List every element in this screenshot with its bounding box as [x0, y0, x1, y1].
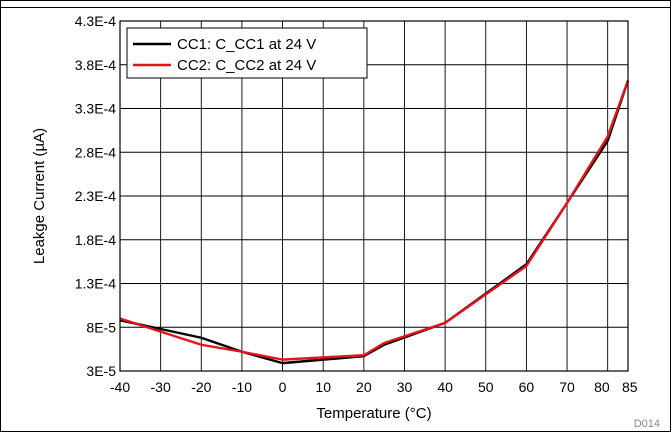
x-axis-title: Temperature (°C): [316, 405, 431, 422]
y-tick-label: 4.3E-4: [75, 13, 116, 29]
legend-label-cc1: CC1: C_CC1 at 24 V: [177, 36, 316, 53]
plot-area-border: [119, 20, 629, 372]
y-axis-title: Leakge Current (µA): [31, 128, 48, 264]
x-tick-label: -20: [191, 379, 211, 395]
y-tick-label: 3E-5: [86, 363, 116, 379]
y-tick-label: 1.3E-4: [75, 276, 116, 292]
x-tick-label: 50: [478, 379, 494, 395]
x-tick-label: -30: [151, 379, 171, 395]
y-tick-label: 3.3E-4: [75, 101, 116, 117]
series-line-2: [119, 80, 630, 361]
x-tick-label: 0: [279, 379, 287, 395]
y-tick-label: 2.8E-4: [75, 144, 116, 160]
x-tick-label: -10: [232, 379, 252, 395]
legend: CC1: C_CC1 at 24 V CC2: C_CC2 at 24 V: [126, 27, 368, 79]
series-line-1: [119, 80, 630, 365]
y-tick-label: 1.8E-4: [75, 232, 116, 248]
y-tick-label: 3.8E-4: [75, 57, 116, 73]
figure-id: D014: [634, 418, 660, 430]
x-tick-label: 60: [519, 379, 535, 395]
x-tick-label: 70: [559, 379, 575, 395]
x-tick-label: 40: [437, 379, 453, 395]
x-tick-label: 20: [356, 379, 372, 395]
series-lines: [119, 80, 630, 365]
x-tick-label: 80: [594, 379, 610, 395]
x-tick-label: -40: [110, 379, 130, 395]
y-tick-label: 8E-5: [86, 319, 116, 335]
legend-label-cc2: CC2: C_CC2 at 24 V: [177, 57, 316, 74]
legend-box: [126, 27, 368, 79]
x-tick-label: 30: [397, 379, 413, 395]
y-axis-ticks: 3E-5 8E-5 1.3E-4 1.8E-4 2.3E-4 2.8E-4 3.3E-4 3.…: [75, 13, 116, 379]
y-tick-label: 2.3E-4: [75, 188, 116, 204]
x-axis-ticks: -40 -30 -20 -10 0 10 20 30 40 50 60 70 80 85: [110, 379, 638, 395]
x-tick-label: 10: [315, 379, 331, 395]
x-tick-label: 85: [622, 379, 638, 395]
